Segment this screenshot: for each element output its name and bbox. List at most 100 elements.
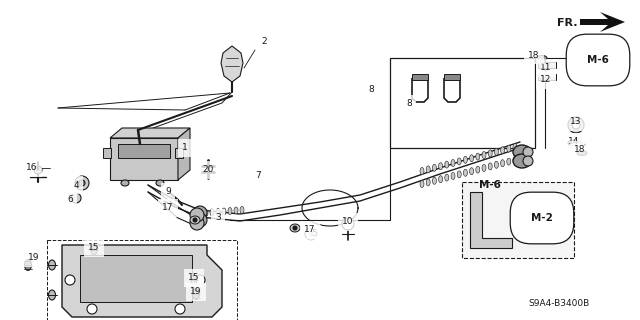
Bar [538, 74, 556, 80]
Text: 19: 19 [28, 253, 40, 262]
Ellipse shape [463, 169, 467, 176]
Text: 6: 6 [67, 196, 73, 204]
Ellipse shape [426, 179, 430, 186]
Text: 8: 8 [368, 85, 374, 94]
Polygon shape [62, 245, 222, 317]
Text: 12: 12 [540, 76, 552, 84]
Text: 16: 16 [26, 164, 38, 172]
Text: 5: 5 [311, 229, 317, 238]
Ellipse shape [513, 156, 517, 164]
Bar [47, 240, 237, 320]
Ellipse shape [577, 150, 587, 156]
Ellipse shape [193, 289, 200, 300]
Circle shape [190, 216, 204, 230]
Text: 8: 8 [406, 100, 412, 108]
Ellipse shape [451, 172, 455, 180]
Ellipse shape [500, 147, 504, 154]
Ellipse shape [513, 143, 517, 150]
Ellipse shape [523, 147, 533, 157]
Ellipse shape [190, 216, 200, 224]
Bar [118, 144, 170, 158]
Ellipse shape [507, 158, 511, 165]
Text: M-6: M-6 [479, 180, 501, 190]
Ellipse shape [507, 145, 511, 152]
Ellipse shape [488, 150, 492, 157]
Ellipse shape [121, 180, 129, 186]
Text: 14: 14 [568, 138, 580, 147]
Ellipse shape [438, 163, 443, 170]
Ellipse shape [198, 210, 202, 217]
Ellipse shape [24, 260, 31, 270]
Text: M-2: M-2 [531, 213, 553, 223]
Text: 4: 4 [73, 180, 79, 189]
Ellipse shape [204, 210, 208, 217]
Text: 17: 17 [304, 226, 316, 235]
Bar [103, 148, 111, 158]
Ellipse shape [476, 153, 480, 160]
Circle shape [175, 304, 185, 314]
Circle shape [342, 218, 354, 230]
Circle shape [193, 213, 207, 227]
Ellipse shape [234, 207, 238, 214]
Circle shape [195, 275, 205, 285]
Text: 15: 15 [188, 274, 200, 283]
Circle shape [190, 208, 204, 222]
Ellipse shape [451, 159, 455, 166]
Ellipse shape [34, 166, 42, 174]
Text: 7: 7 [255, 171, 261, 180]
Bar [110, 138, 178, 180]
Polygon shape [580, 12, 625, 32]
Ellipse shape [513, 145, 531, 159]
Text: M-6: M-6 [587, 55, 609, 65]
Circle shape [75, 176, 89, 190]
Ellipse shape [49, 290, 56, 300]
Circle shape [71, 193, 81, 203]
Ellipse shape [433, 164, 436, 171]
Circle shape [305, 228, 317, 240]
Ellipse shape [513, 154, 531, 168]
Text: 18: 18 [574, 146, 586, 155]
Text: FR.: FR. [557, 18, 578, 28]
Ellipse shape [457, 171, 461, 178]
Ellipse shape [470, 168, 474, 175]
Bar [538, 62, 556, 68]
Ellipse shape [500, 160, 504, 167]
Circle shape [309, 232, 313, 236]
Ellipse shape [523, 156, 533, 166]
Ellipse shape [420, 180, 424, 188]
Ellipse shape [568, 140, 576, 146]
Ellipse shape [438, 176, 443, 183]
Circle shape [79, 180, 85, 186]
Bar [444, 74, 460, 80]
Text: 19: 19 [190, 287, 202, 297]
Ellipse shape [420, 167, 424, 174]
Ellipse shape [228, 207, 232, 214]
Polygon shape [221, 46, 243, 82]
Text: 2: 2 [261, 37, 267, 46]
Polygon shape [470, 192, 512, 248]
Ellipse shape [482, 164, 486, 172]
Text: S9A4-B3400B: S9A4-B3400B [529, 299, 590, 308]
Ellipse shape [494, 161, 499, 168]
Text: 10: 10 [342, 218, 354, 227]
Circle shape [572, 121, 580, 129]
Polygon shape [80, 255, 192, 302]
Text: 3: 3 [215, 213, 221, 222]
Text: 1: 1 [182, 143, 188, 153]
Text: 13: 13 [570, 117, 582, 126]
Bar [462, 182, 574, 258]
Polygon shape [178, 128, 190, 180]
Ellipse shape [191, 275, 197, 285]
Ellipse shape [476, 166, 480, 173]
Ellipse shape [433, 177, 436, 184]
Ellipse shape [470, 155, 474, 162]
Text: 9: 9 [165, 188, 171, 196]
Circle shape [293, 226, 297, 230]
Ellipse shape [426, 166, 430, 173]
Text: 17: 17 [163, 204, 173, 212]
Circle shape [568, 117, 584, 133]
Ellipse shape [482, 151, 486, 158]
Ellipse shape [494, 148, 499, 155]
Ellipse shape [216, 209, 220, 215]
Ellipse shape [210, 209, 214, 216]
